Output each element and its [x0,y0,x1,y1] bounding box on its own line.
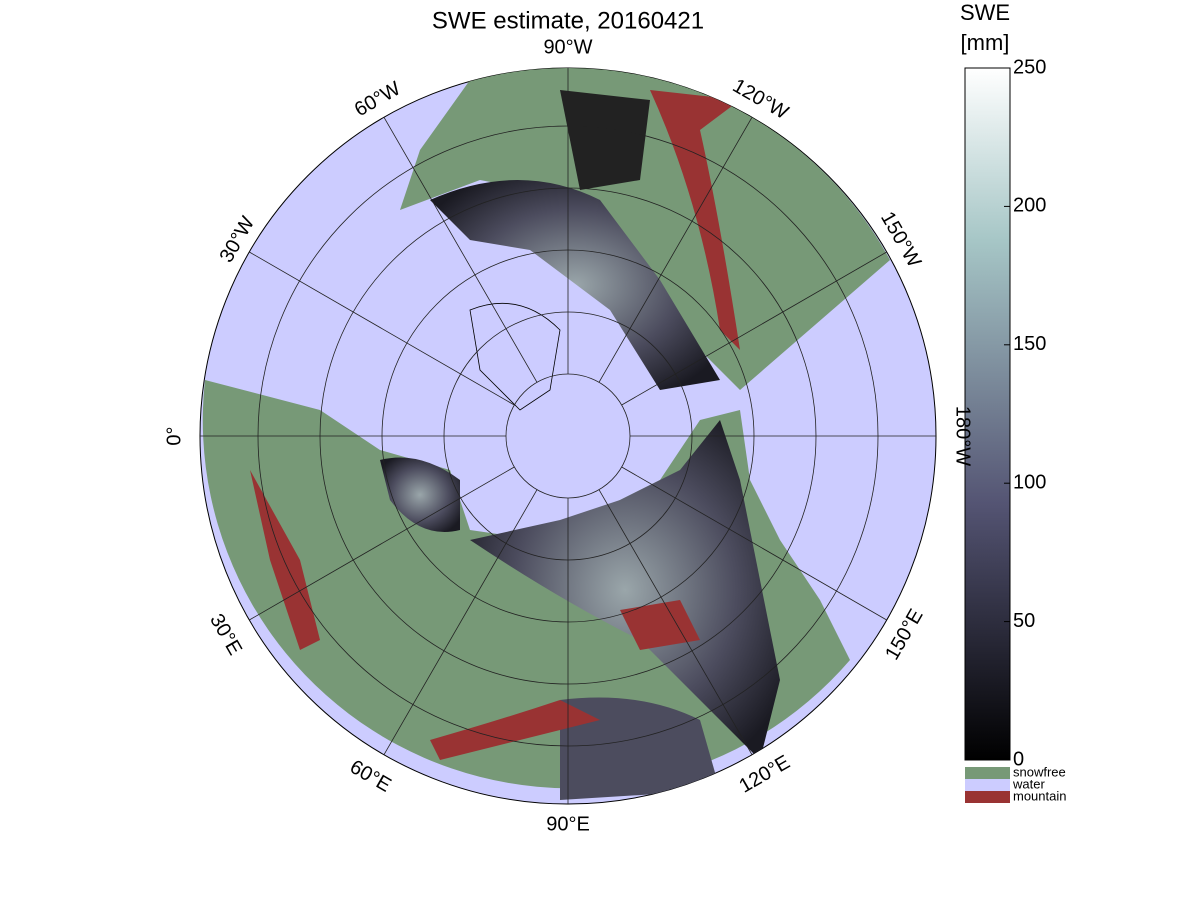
polar-map [199,67,937,805]
asia-snow [560,697,720,800]
map-title: SWE estimate, 20160421 [432,7,704,34]
scandinavia-snow [380,457,460,532]
north-america-snow [430,180,720,390]
legend-label: water [1012,776,1045,791]
greenland [469,302,561,411]
canada-snow [560,90,650,190]
longitude-label: 90°W [543,36,592,58]
eurasia-snow [470,420,780,760]
colorbar-scale [964,67,1011,761]
meridian [249,251,515,406]
meridian [621,251,887,406]
legend-swatch [965,767,1010,779]
legend-label: snowfree [1013,764,1066,779]
longitude-label: 60°E [346,756,395,797]
colorbar: SWE [mm] 0 50 100 150 200 250 snowfreewatermount… [960,0,1067,803]
rockies [650,90,740,350]
longitude-label: 30°E [205,610,246,659]
meridian [598,489,753,755]
colorbar-tick-label: 200 [1013,195,1046,217]
legend-swatch [965,791,1010,803]
longitude-label: 0° [163,426,185,445]
colorbar-label: [mm] [961,30,1010,55]
meridian [249,466,515,621]
meridian [383,489,538,755]
north-america [400,68,890,390]
legend-swatch [965,779,1010,791]
meridian [383,117,538,383]
longitude-label: 90°E [546,813,590,835]
meridian [598,117,753,383]
colorbar-tick-label: 50 [1013,610,1035,632]
longitude-label: 180°W [952,406,974,466]
colorbar-tick-label: 0 [1013,748,1024,770]
colorbar-tick-label: 100 [1013,471,1046,493]
meridian [621,466,887,621]
colorbar-label: SWE [960,0,1010,25]
colorbar-tick-label: 150 [1013,333,1046,355]
legend-label: mountain [1013,788,1066,803]
colorbar-tick-label: 250 [1013,56,1046,78]
